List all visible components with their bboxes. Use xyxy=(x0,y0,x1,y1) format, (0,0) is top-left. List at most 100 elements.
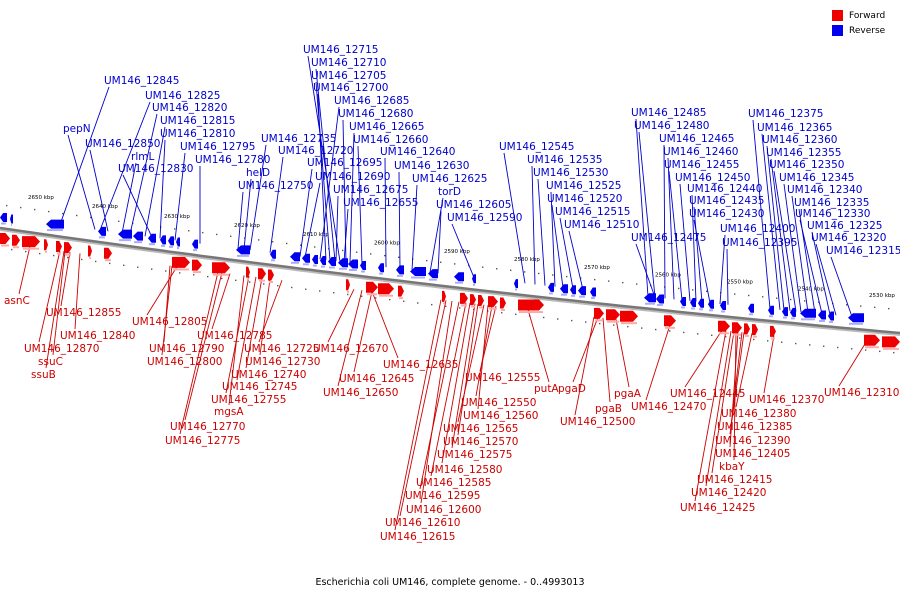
reverse-gene-label[interactable]: UM146_12660 xyxy=(353,134,428,146)
forward-gene-label[interactable]: UM146_12870 xyxy=(24,343,99,355)
reverse-gene-label[interactable]: UM146_12460 xyxy=(663,146,738,158)
reverse-gene-feature[interactable] xyxy=(428,269,438,279)
reverse-gene-label[interactable]: UM146_12750 xyxy=(238,180,313,192)
reverse-gene-label[interactable]: UM146_12340 xyxy=(787,184,862,196)
forward-gene-feature[interactable] xyxy=(594,307,604,319)
forward-gene-feature[interactable] xyxy=(398,285,404,297)
reverse-gene-feature[interactable] xyxy=(848,313,864,323)
reverse-gene-label[interactable]: UM146_12485 xyxy=(631,107,706,119)
reverse-gene-label[interactable]: UM146_12625 xyxy=(412,173,487,185)
forward-gene-feature[interactable] xyxy=(752,324,758,336)
reverse-gene-label[interactable]: UM146_12355 xyxy=(766,147,841,159)
reverse-gene-feature[interactable] xyxy=(656,294,664,304)
reverse-gene-feature[interactable] xyxy=(0,213,7,222)
reverse-gene-feature[interactable] xyxy=(338,258,348,268)
forward-gene-label[interactable]: UM146_12610 xyxy=(385,517,460,529)
reverse-gene-label[interactable]: UM146_12680 xyxy=(338,108,413,120)
reverse-gene-feature[interactable] xyxy=(560,284,568,294)
forward-gene-label[interactable]: UM146_12645 xyxy=(339,373,414,385)
forward-gene-label[interactable]: UM146_12730 xyxy=(245,356,320,368)
reverse-gene-label[interactable]: UM146_12455 xyxy=(664,159,739,171)
forward-gene-label[interactable]: UM146_12555 xyxy=(465,372,540,384)
reverse-gene-label[interactable]: UM146_12450 xyxy=(675,172,750,184)
reverse-gene-label[interactable]: UM146_12465 xyxy=(659,133,734,145)
forward-gene-label[interactable]: UM146_12615 xyxy=(380,531,455,543)
reverse-gene-label[interactable]: UM146_12525 xyxy=(546,180,621,192)
reverse-gene-feature[interactable] xyxy=(818,310,826,320)
forward-gene-feature[interactable] xyxy=(44,239,48,251)
forward-gene-label[interactable]: UM146_12570 xyxy=(443,436,518,448)
forward-gene-feature[interactable] xyxy=(346,279,350,291)
reverse-gene-feature[interactable] xyxy=(748,303,754,313)
reverse-gene-label[interactable]: UM146_12605 xyxy=(436,199,511,211)
reverse-gene-label[interactable]: UM146_12850 xyxy=(85,138,160,150)
forward-gene-label[interactable]: UM146_12840 xyxy=(60,330,135,342)
forward-gene-label[interactable]: UM146_12585 xyxy=(416,477,491,489)
reverse-gene-label[interactable]: UM146_12685 xyxy=(334,95,409,107)
reverse-gene-label[interactable]: UM146_12375 xyxy=(748,108,823,120)
forward-gene-label[interactable]: UM146_12390 xyxy=(715,435,790,447)
reverse-gene-label[interactable]: UM146_12780 xyxy=(195,154,270,166)
reverse-gene-feature[interactable] xyxy=(690,297,696,307)
forward-gene-feature[interactable] xyxy=(518,299,544,311)
forward-gene-label[interactable]: UM146_12790 xyxy=(149,343,224,355)
reverse-gene-label[interactable]: UM146_12400 xyxy=(720,223,795,235)
reverse-gene-label[interactable]: UM146_12700 xyxy=(313,82,388,94)
forward-gene-feature[interactable] xyxy=(500,297,506,309)
forward-gene-label[interactable]: UM146_12500 xyxy=(560,416,635,428)
reverse-gene-feature[interactable] xyxy=(348,259,358,269)
reverse-gene-label[interactable]: UM146_12320 xyxy=(811,232,886,244)
reverse-gene-label[interactable]: UM146_12820 xyxy=(152,102,227,114)
reverse-gene-feature[interactable] xyxy=(800,308,816,318)
reverse-gene-feature[interactable] xyxy=(396,265,404,275)
reverse-gene-feature[interactable] xyxy=(410,267,426,277)
reverse-gene-feature[interactable] xyxy=(360,261,366,270)
reverse-gene-label[interactable]: UM146_12830 xyxy=(118,163,193,175)
reverse-gene-feature[interactable] xyxy=(472,274,476,284)
reverse-gene-label[interactable]: UM146_12480 xyxy=(634,120,709,132)
forward-gene-label[interactable]: UM146_12310 xyxy=(824,387,899,399)
reverse-gene-feature[interactable] xyxy=(570,285,576,295)
forward-gene-feature[interactable] xyxy=(770,325,776,337)
forward-gene-label[interactable]: UM146_12445 xyxy=(670,388,745,400)
reverse-gene-label[interactable]: UM146_12665 xyxy=(349,121,424,133)
forward-gene-label[interactable]: UM146_12470 xyxy=(631,401,706,413)
forward-gene-label[interactable]: ssuC xyxy=(38,356,63,368)
reverse-gene-feature[interactable] xyxy=(236,245,250,255)
reverse-gene-feature[interactable] xyxy=(828,311,834,321)
forward-gene-feature[interactable] xyxy=(212,262,230,274)
forward-gene-feature[interactable] xyxy=(22,236,40,248)
reverse-gene-feature[interactable] xyxy=(378,263,384,273)
reverse-gene-feature[interactable] xyxy=(176,237,180,247)
forward-gene-feature[interactable] xyxy=(718,320,730,332)
forward-gene-feature[interactable] xyxy=(864,334,880,346)
forward-gene-feature[interactable] xyxy=(882,336,900,348)
forward-gene-label[interactable]: pgaA xyxy=(614,388,642,400)
reverse-gene-label[interactable]: UM146_12345 xyxy=(779,172,854,184)
forward-gene-feature[interactable] xyxy=(744,323,750,335)
reverse-gene-feature[interactable] xyxy=(790,307,796,317)
forward-gene-label[interactable]: UM146_12425 xyxy=(680,502,755,514)
forward-gene-feature[interactable] xyxy=(664,315,676,327)
reverse-gene-label[interactable]: UM146_12705 xyxy=(311,70,386,82)
reverse-gene-feature[interactable] xyxy=(302,253,310,263)
forward-gene-feature[interactable] xyxy=(732,322,742,334)
forward-gene-label[interactable]: UM146_12755 xyxy=(211,394,286,406)
reverse-gene-label[interactable]: UM146_12330 xyxy=(795,208,870,220)
forward-gene-feature[interactable] xyxy=(172,256,190,268)
reverse-gene-feature[interactable] xyxy=(328,257,336,267)
reverse-gene-feature[interactable] xyxy=(160,235,166,245)
forward-gene-label[interactable]: UM146_12565 xyxy=(443,423,518,435)
reverse-gene-feature[interactable] xyxy=(708,299,714,309)
reverse-gene-feature[interactable] xyxy=(320,256,326,266)
reverse-gene-label[interactable]: UM146_12535 xyxy=(527,154,602,166)
reverse-gene-label[interactable]: UM146_12360 xyxy=(762,134,837,146)
forward-gene-label[interactable]: UM146_12560 xyxy=(463,410,538,422)
forward-gene-label[interactable]: UM146_12550 xyxy=(461,397,536,409)
forward-gene-feature[interactable] xyxy=(192,259,202,271)
forward-gene-label[interactable]: UM146_12785 xyxy=(197,330,272,342)
reverse-gene-feature[interactable] xyxy=(782,307,788,317)
forward-gene-label[interactable]: ssuB xyxy=(31,369,56,381)
reverse-gene-feature[interactable] xyxy=(680,296,686,306)
forward-gene-label[interactable]: UM146_12650 xyxy=(323,387,398,399)
